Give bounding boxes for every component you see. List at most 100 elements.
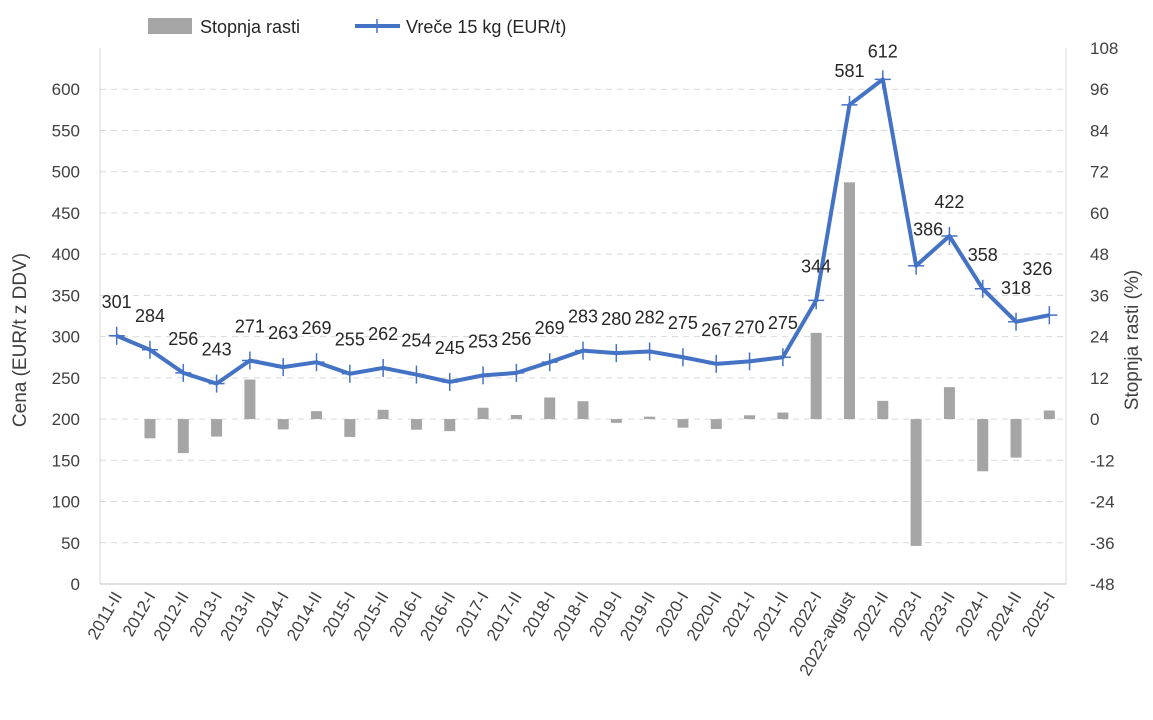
price-data-label: 284 xyxy=(135,306,165,326)
growth-bar xyxy=(577,401,589,420)
growth-bar xyxy=(644,416,656,420)
price-data-label: 275 xyxy=(668,313,698,333)
legend: Stopnja rasti Vreče 15 kg (EUR/t) xyxy=(148,17,566,37)
price-data-label: 581 xyxy=(834,61,864,81)
gridlines xyxy=(100,88,1066,544)
growth-bar xyxy=(744,415,756,420)
y-tick-label: 200 xyxy=(52,410,80,429)
y-tick-label: 500 xyxy=(52,163,80,182)
y-right-tick-label: -36 xyxy=(1090,534,1115,553)
price-line xyxy=(115,77,1050,386)
y-right-tick-label: -24 xyxy=(1090,493,1115,512)
price-data-label: 344 xyxy=(801,256,831,276)
axes xyxy=(99,48,1067,585)
y-right-tick-label: 48 xyxy=(1090,245,1109,264)
growth-bar xyxy=(211,419,223,437)
price-data-label: 256 xyxy=(168,329,198,349)
growth-bar xyxy=(544,397,556,420)
y-right-tick-label: -48 xyxy=(1090,575,1115,594)
y-tick-label: 100 xyxy=(52,493,80,512)
growth-bar xyxy=(910,419,922,546)
growth-bar xyxy=(444,419,456,432)
growth-bar xyxy=(510,414,522,420)
y-right-tick-label: 108 xyxy=(1090,39,1118,58)
price-data-label: 271 xyxy=(235,317,265,337)
price-data-label: 254 xyxy=(401,331,431,351)
y-right-tick-label: -12 xyxy=(1090,451,1115,470)
legend-swatch-bar xyxy=(148,18,192,34)
y-tick-label: 350 xyxy=(52,286,80,305)
growth-bar xyxy=(1010,419,1022,458)
growth-bar xyxy=(410,419,422,430)
growth-bar xyxy=(777,412,789,420)
x-tick-label: 2011-II xyxy=(84,589,126,643)
y-tick-label: 300 xyxy=(52,328,80,347)
price-data-label: 280 xyxy=(601,309,631,329)
price-data-label: 255 xyxy=(335,330,365,350)
price-data-label: 269 xyxy=(535,318,565,338)
growth-bar xyxy=(1043,410,1055,420)
y-right-tick-label: 36 xyxy=(1090,286,1109,305)
y-tick-label: 550 xyxy=(52,121,80,140)
price-data-label: 612 xyxy=(868,41,898,61)
price-data-label: 386 xyxy=(913,220,943,240)
growth-bar xyxy=(277,419,289,430)
y-axis-right-tick-labels: -48 -36 -24 -12 0 12 24 36 48 60 72 84 96 108 xyxy=(1090,39,1118,594)
y-axis-left-tick-labels: 0 50 100 150 200 250 300 350 400 450 500 550 600 xyxy=(52,80,80,594)
y-right-tick-label: 12 xyxy=(1090,369,1109,388)
growth-bar xyxy=(977,419,989,472)
y-tick-label: 450 xyxy=(52,204,80,223)
x-tick-label: 2025-I xyxy=(1018,589,1059,640)
price-data-label: 326 xyxy=(1022,259,1052,279)
price-data-label: 263 xyxy=(268,323,298,343)
price-data-label: 269 xyxy=(301,318,331,338)
price-line-series xyxy=(108,70,1058,393)
price-data-label: 318 xyxy=(1001,278,1031,298)
y-right-tick-label: 84 xyxy=(1090,121,1109,140)
growth-bar xyxy=(810,332,822,420)
growth-bar xyxy=(477,407,489,420)
price-data-label: 282 xyxy=(635,307,665,327)
growth-bar xyxy=(344,419,356,437)
growth-bar xyxy=(610,419,622,423)
y-right-tick-label: 24 xyxy=(1090,328,1109,347)
legend-label-line: Vreče 15 kg (EUR/t) xyxy=(406,17,566,37)
price-data-label: 301 xyxy=(102,292,132,312)
price-data-label: 275 xyxy=(768,313,798,333)
price-data-label: 243 xyxy=(202,340,232,360)
growth-bar xyxy=(144,419,156,439)
growth-bar xyxy=(244,379,256,420)
y-axis-right-title: Stopnja rasti (%) xyxy=(1122,270,1143,410)
growth-bar xyxy=(710,419,722,430)
y-tick-label: 0 xyxy=(71,575,80,594)
y-tick-label: 150 xyxy=(52,451,80,470)
price-data-label: 358 xyxy=(968,245,998,265)
legend-label-bar: Stopnja rasti xyxy=(200,17,300,37)
growth-bar xyxy=(311,411,323,420)
price-data-label: 283 xyxy=(568,307,598,327)
x-axis-tick-labels: 2011-II2012-I2012-II2013-I2013-II2014-I2… xyxy=(84,588,1059,679)
price-data-label: 270 xyxy=(735,317,765,337)
y-axis-left-title: Cena (EUR/t z DDV) xyxy=(10,253,31,427)
price-data-label: 262 xyxy=(368,324,398,344)
price-data-label: 422 xyxy=(934,192,964,212)
y-tick-label: 250 xyxy=(52,369,80,388)
y-right-tick-label: 72 xyxy=(1090,163,1109,182)
y-right-tick-label: 0 xyxy=(1090,410,1099,429)
price-data-label: 253 xyxy=(468,331,498,351)
growth-bar xyxy=(677,419,689,428)
growth-bar xyxy=(843,182,855,420)
growth-bar xyxy=(377,409,389,420)
growth-rate-bars xyxy=(144,182,1055,546)
growth-bar xyxy=(943,387,955,420)
y-tick-label: 400 xyxy=(52,245,80,264)
price-data-label: 245 xyxy=(435,338,465,358)
y-right-tick-label: 96 xyxy=(1090,80,1109,99)
y-tick-label: 600 xyxy=(52,80,80,99)
price-data-label: 267 xyxy=(701,320,731,340)
growth-bar xyxy=(177,419,189,454)
y-tick-label: 50 xyxy=(61,534,80,553)
price-data-label: 256 xyxy=(501,329,531,349)
